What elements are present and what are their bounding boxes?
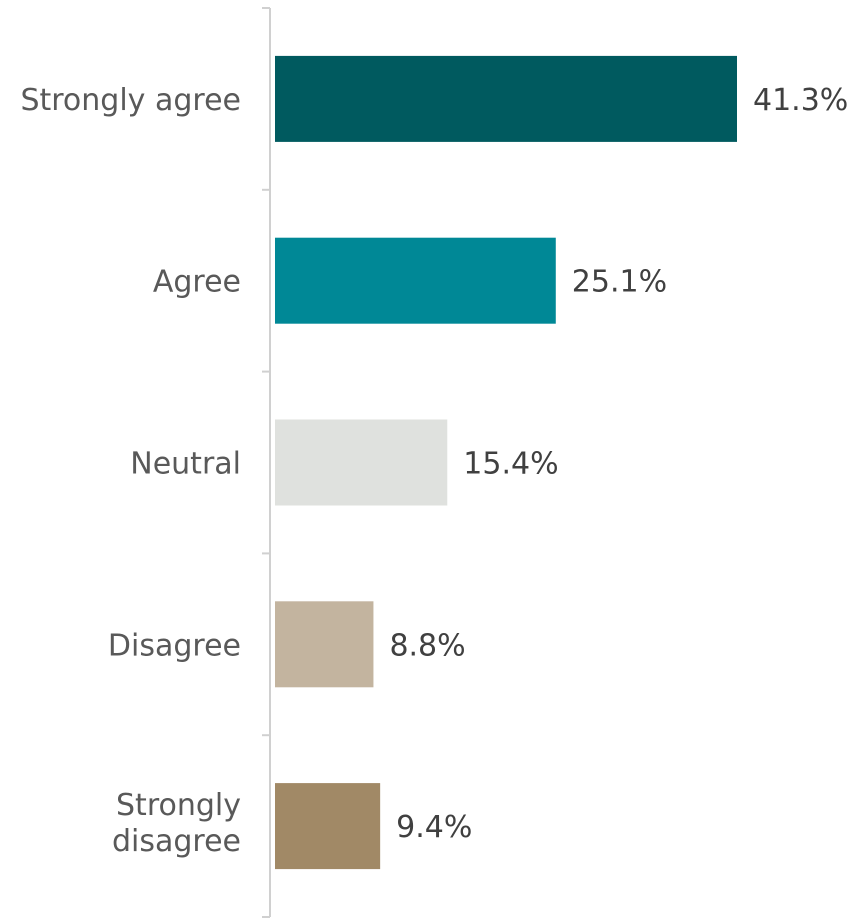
category-label-line: disagree xyxy=(112,824,241,859)
category-label: Strongly disagree xyxy=(112,788,241,859)
category-axis xyxy=(262,7,271,918)
category-label: Strongly agree xyxy=(20,83,241,118)
bar-neutral xyxy=(275,419,448,506)
category-label: Disagree xyxy=(108,628,241,663)
category-label-line: Strongly xyxy=(116,788,241,823)
value-label: 41.3% xyxy=(753,83,848,118)
bars-group xyxy=(275,55,737,870)
bar-strongly-agree xyxy=(275,55,737,142)
value-label: 15.4% xyxy=(463,447,558,482)
bar-strongly-disagree xyxy=(275,783,381,870)
category-label: Agree xyxy=(153,265,241,300)
bar-agree xyxy=(275,237,556,324)
value-label: 25.1% xyxy=(572,265,667,300)
value-label: 9.4% xyxy=(396,810,472,845)
value-labels: 41.3% 25.1% 15.4% 8.8% 9.4% xyxy=(389,83,848,845)
value-label: 8.8% xyxy=(389,628,465,663)
category-label: Neutral xyxy=(130,447,241,482)
category-labels: Strongly agree Agree Neutral Disagree Strong… xyxy=(20,83,241,859)
bar-disagree xyxy=(275,601,374,688)
